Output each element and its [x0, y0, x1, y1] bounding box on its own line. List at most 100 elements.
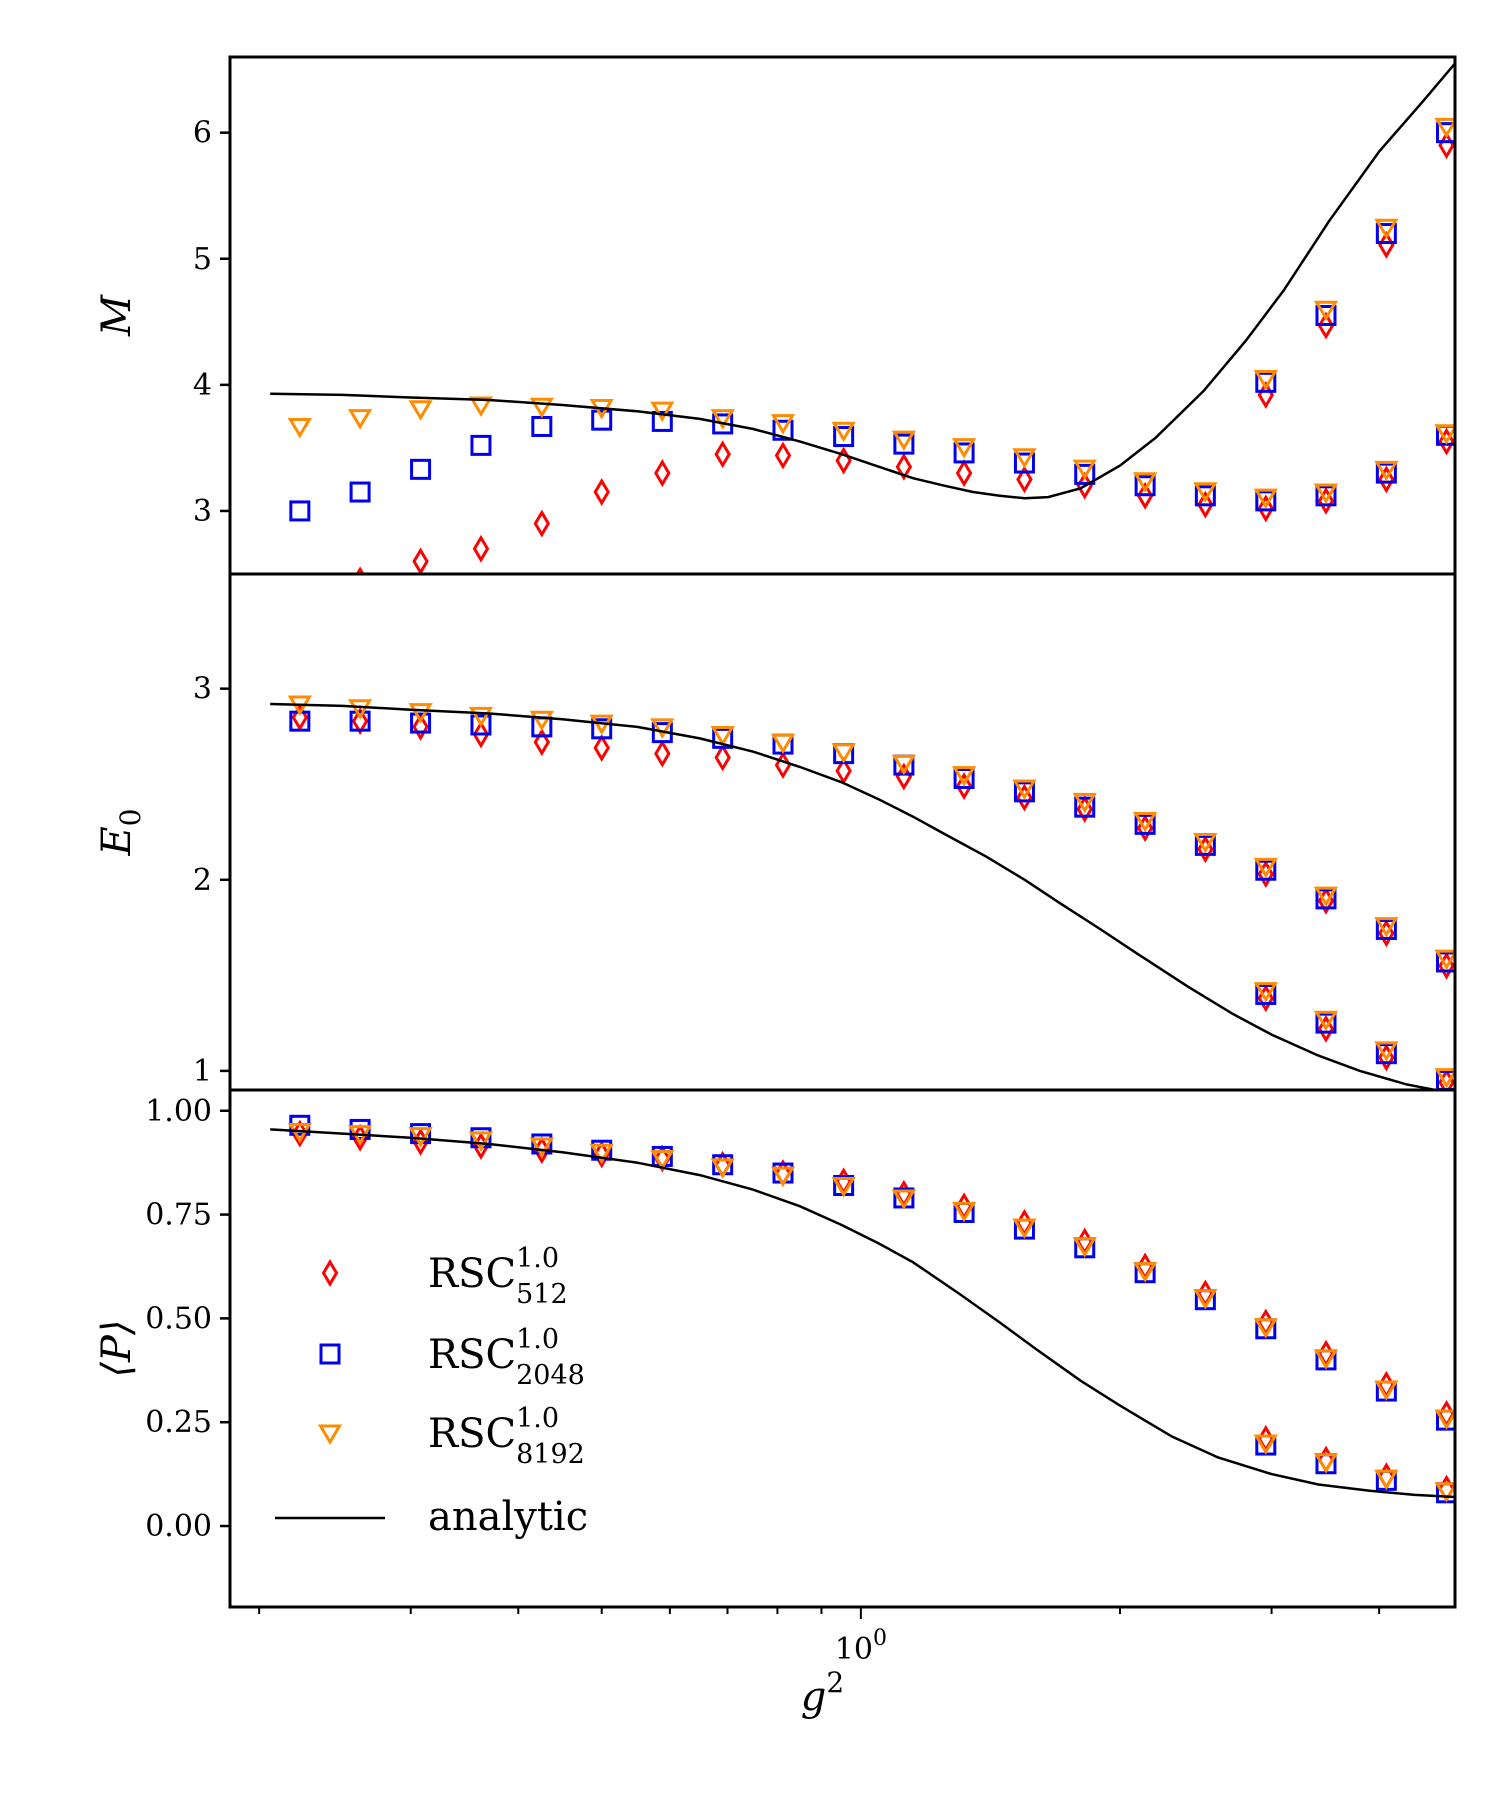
data-point-rsc-2048 — [349, 481, 371, 503]
data-point-rsc-2048 — [1255, 859, 1277, 881]
data-point-rsc-8192 — [831, 743, 856, 764]
data-point-rsc-2048 — [1134, 475, 1156, 497]
data-point-rsc-8192 — [650, 1150, 675, 1171]
data-point-rsc-2048 — [712, 727, 734, 749]
legend-entry: RSC1.0 512 — [321, 1243, 568, 1310]
y-axis-label: E0 — [94, 808, 147, 856]
data-point-rsc-8192 — [347, 409, 373, 430]
data-point-rsc-8192 — [891, 1189, 917, 1210]
data-point-rsc-8192 — [1253, 370, 1278, 391]
data-point-rsc-2048 — [1255, 371, 1277, 393]
legend-label-base: RSC — [428, 1332, 516, 1378]
data-point-rsc-512 — [1378, 1462, 1395, 1491]
data-point-rsc-2048 — [772, 419, 794, 441]
data-point-rsc-512 — [533, 728, 551, 757]
legend-label: RSC1.0 8192 — [428, 1403, 585, 1470]
data-point-rsc-8192 — [1313, 886, 1339, 908]
data-point-rsc-2048 — [1255, 983, 1277, 1005]
data-point-rsc-8192 — [1313, 1349, 1339, 1370]
data-point-rsc-8192 — [1434, 1409, 1455, 1430]
data-point-rsc-2048 — [953, 767, 975, 789]
data-point-rsc-8192 — [951, 766, 977, 787]
y-tick-label: 1 — [193, 1054, 212, 1089]
x-axis-label: g2 — [801, 1666, 844, 1720]
data-point-rsc-8192 — [1132, 812, 1158, 833]
panel-2-frame — [228, 1088, 1457, 1609]
data-point-rsc-2048 — [833, 426, 855, 448]
legend-label-sup: 1.0 — [516, 1324, 559, 1355]
data-point-rsc-2048 — [1315, 485, 1337, 507]
data-point-rsc-512 — [412, 712, 429, 741]
data-point-rsc-8192 — [650, 401, 675, 423]
data-point-rsc-2048 — [1194, 834, 1216, 856]
data-point-rsc-8192 — [650, 718, 675, 739]
data-point-rsc-512 — [593, 733, 610, 762]
legend-label: analytic — [428, 1494, 588, 1540]
data-point-rsc-2048 — [1436, 951, 1455, 973]
data-point-rsc-512 — [412, 547, 429, 574]
data-point-rsc-512 — [654, 459, 671, 488]
data-point-rsc-512 — [533, 509, 551, 538]
data-point-rsc-512 — [293, 613, 306, 635]
data-point-rsc-2048 — [1375, 1043, 1397, 1065]
data-point-rsc-512 — [1317, 486, 1335, 515]
data-point-rsc-8192 — [891, 430, 917, 452]
data-point-rsc-8192 — [408, 703, 433, 724]
legend-marker-triangle-down — [317, 1424, 343, 1445]
data-point-rsc-512 — [1317, 1014, 1335, 1043]
data-point-rsc-8192 — [1253, 1434, 1278, 1455]
y-tick-label: 0.25 — [145, 1405, 212, 1440]
data-point-rsc-8192 — [1374, 1041, 1399, 1062]
data-point-rsc-8192 — [1434, 949, 1455, 971]
data-point-rsc-8192 — [1072, 792, 1097, 814]
data-point-rsc-8192 — [951, 1201, 977, 1223]
panel-1-plot-area — [270, 695, 1455, 1090]
data-point-rsc-2048 — [953, 442, 975, 464]
data-point-rsc-2048 — [410, 712, 432, 734]
x-tick-label: 100 — [835, 1626, 887, 1667]
data-point-rsc-8192 — [529, 1137, 554, 1158]
data-point-rsc-512 — [1016, 465, 1033, 494]
data-point-rsc-512 — [895, 762, 913, 791]
data-point-rsc-2048 — [1436, 122, 1455, 144]
data-point-rsc-512 — [955, 772, 973, 801]
data-point-rsc-8192 — [951, 438, 977, 459]
y-tick-label: 3 — [193, 494, 212, 529]
legend-label-sub: 512 — [516, 1279, 568, 1310]
plot-layer — [270, 61, 1455, 1504]
panel-1-frame — [228, 572, 1457, 1092]
data-point-rsc-512 — [593, 1140, 610, 1169]
data-point-rsc-8192 — [1193, 482, 1218, 503]
data-point-rsc-8192 — [347, 699, 373, 720]
data-point-rsc-2048 — [1013, 781, 1035, 803]
data-point-rsc-8192 — [1313, 483, 1339, 504]
data-point-rsc-8192 — [468, 706, 494, 728]
data-point-rsc-8192 — [1132, 472, 1158, 493]
data-point-rsc-8192 — [1253, 982, 1278, 1003]
data-point-rsc-8192 — [468, 396, 494, 417]
data-point-rsc-2048 — [1134, 813, 1156, 835]
y-axis-label: ⟨P⟩ — [94, 1319, 140, 1377]
legend-entry: analytic — [275, 1494, 588, 1540]
data-point-rsc-8192 — [710, 409, 735, 430]
data-point-rsc-2048 — [1074, 463, 1096, 485]
data-point-rsc-2048 — [1315, 888, 1337, 910]
data-point-rsc-8192 — [1434, 117, 1455, 139]
data-point-rsc-8192 — [831, 1177, 856, 1198]
y-tick-label: 4 — [193, 368, 212, 403]
data-point-rsc-512 — [1197, 490, 1214, 519]
data-point-rsc-512 — [654, 739, 671, 768]
data-point-rsc-512 — [472, 720, 490, 749]
legend-label-sup: 1.0 — [516, 1403, 559, 1434]
legend-label-sub: 8192 — [516, 1439, 585, 1470]
data-point-rsc-8192 — [589, 1143, 614, 1165]
data-point-rsc-8192 — [1313, 300, 1339, 322]
data-point-rsc-8192 — [710, 726, 735, 747]
data-point-rsc-8192 — [1132, 1262, 1158, 1283]
data-point-rsc-8192 — [1374, 1380, 1399, 1401]
data-point-rsc-2048 — [1315, 305, 1337, 326]
legend-entry: RSC1.0 2048 — [319, 1324, 585, 1391]
data-point-rsc-2048 — [1315, 1012, 1337, 1034]
